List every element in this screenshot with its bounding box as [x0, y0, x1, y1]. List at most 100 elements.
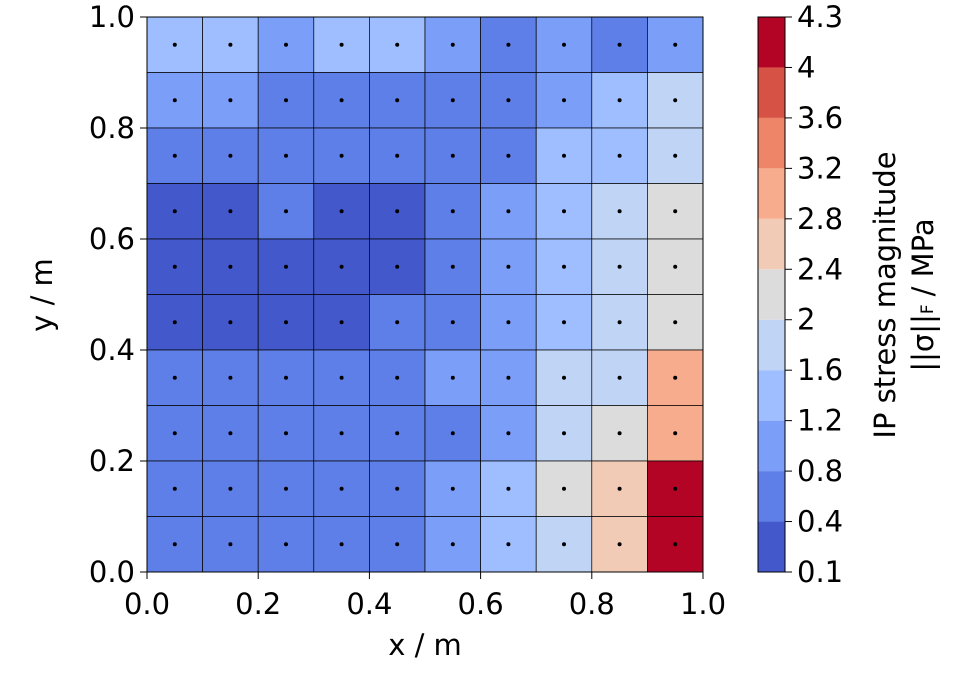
- node-dot: [395, 486, 400, 491]
- x-tick-label: 0.0: [124, 587, 170, 621]
- node-dot: [617, 98, 622, 103]
- y-tick-label: 0.4: [89, 333, 135, 367]
- node-dot: [506, 98, 511, 103]
- x-tick-label: 1.0: [680, 587, 726, 621]
- y-tick-label: 1.0: [89, 0, 135, 34]
- colorbar-tick-label: 0.4: [797, 505, 843, 539]
- node-dot: [673, 209, 678, 214]
- node-dot: [228, 153, 233, 158]
- node-dot: [172, 98, 177, 103]
- colorbar-segment: [758, 319, 785, 371]
- node-dot: [673, 153, 678, 158]
- colorbar-segment: [758, 370, 785, 421]
- node-dot: [339, 486, 344, 491]
- node-dot: [506, 264, 511, 269]
- node-dot: [450, 98, 455, 103]
- colorbar-tick-label: 0.8: [797, 454, 843, 488]
- node-dot: [172, 542, 177, 547]
- node-dot: [172, 320, 177, 325]
- node-dot: [395, 209, 400, 214]
- colorbar-tick-label: 0.1: [797, 555, 843, 589]
- y-tick-label: 0.2: [89, 444, 135, 478]
- colorbar-tick-label: 1.2: [797, 404, 843, 438]
- node-dot: [172, 42, 177, 47]
- node-dot: [339, 264, 344, 269]
- node-dot: [450, 375, 455, 380]
- mesh-cell: [202, 127, 259, 184]
- node-dot: [284, 486, 288, 491]
- mesh: [146, 16, 704, 573]
- colorbar-segment: [758, 269, 785, 320]
- x-tick-label: 0.4: [346, 587, 392, 621]
- node-dot: [673, 375, 678, 380]
- mesh-cell: [591, 183, 648, 240]
- node-dot: [673, 42, 678, 47]
- node-dot: [450, 320, 455, 325]
- node-dot: [506, 209, 511, 214]
- node-dot: [284, 320, 288, 325]
- colorbar-tick-label: 2.8: [797, 202, 843, 236]
- node-dot: [673, 98, 678, 103]
- node-dot: [673, 486, 678, 491]
- node-dot: [339, 320, 344, 325]
- node-dot: [339, 375, 344, 380]
- node-dot: [506, 431, 511, 436]
- node-dot: [228, 98, 233, 103]
- node-dot: [228, 209, 233, 214]
- node-dot: [172, 209, 177, 214]
- node-dot: [395, 375, 400, 380]
- node-dot: [339, 431, 344, 436]
- node-dot: [228, 486, 233, 491]
- node-dot: [562, 209, 566, 214]
- node-dot: [339, 153, 344, 158]
- colorbar-tick-label: 1.6: [797, 353, 843, 387]
- colorbar-segment: [758, 521, 785, 572]
- node-dot: [450, 264, 455, 269]
- mesh-cell: [535, 16, 593, 73]
- node-dot: [450, 542, 455, 547]
- colorbar-segment: [758, 471, 785, 522]
- node-dot: [506, 42, 511, 47]
- node-dot: [395, 153, 400, 158]
- node-dot: [395, 98, 400, 103]
- node-dot: [562, 98, 566, 103]
- node-dot: [506, 320, 511, 325]
- node-dot: [172, 375, 177, 380]
- node-dot: [339, 42, 344, 47]
- colorbar-tick-label: 3.2: [797, 151, 843, 185]
- node-dot: [284, 153, 288, 158]
- node-dot: [562, 320, 566, 325]
- node-dot: [673, 320, 678, 325]
- node-dot: [617, 542, 622, 547]
- node-dot: [617, 209, 622, 214]
- plot-frame: [146, 16, 704, 573]
- node-dot: [172, 264, 177, 269]
- y-tick-label: 0.6: [89, 222, 135, 256]
- node-dot: [617, 320, 622, 325]
- y-tick-label: 0.0: [89, 555, 135, 589]
- node-dot: [450, 486, 455, 491]
- node-dot: [284, 42, 288, 47]
- node-dot: [172, 486, 177, 491]
- node-dot: [395, 431, 400, 436]
- node-dot: [562, 42, 566, 47]
- node-dot: [228, 264, 233, 269]
- y-axis-label: y / m: [25, 258, 59, 332]
- node-dot: [506, 153, 511, 158]
- colorbar-label: ||σ||F / MPa: [906, 218, 940, 371]
- node-dot: [228, 42, 233, 47]
- node-dot: [172, 153, 177, 158]
- node-dot: [395, 42, 400, 47]
- node-dot: [617, 153, 622, 158]
- node-dot: [395, 264, 400, 269]
- node-dot: [395, 320, 400, 325]
- node-dot: [284, 375, 288, 380]
- colorbar-tick-label: 3.6: [797, 101, 843, 135]
- unit: / MPa: [906, 218, 940, 296]
- node-dot: [228, 375, 233, 380]
- node-dot: [284, 264, 288, 269]
- colorbar-segment: [758, 117, 785, 169]
- node-dot: [673, 542, 678, 547]
- node-dot: [673, 264, 678, 269]
